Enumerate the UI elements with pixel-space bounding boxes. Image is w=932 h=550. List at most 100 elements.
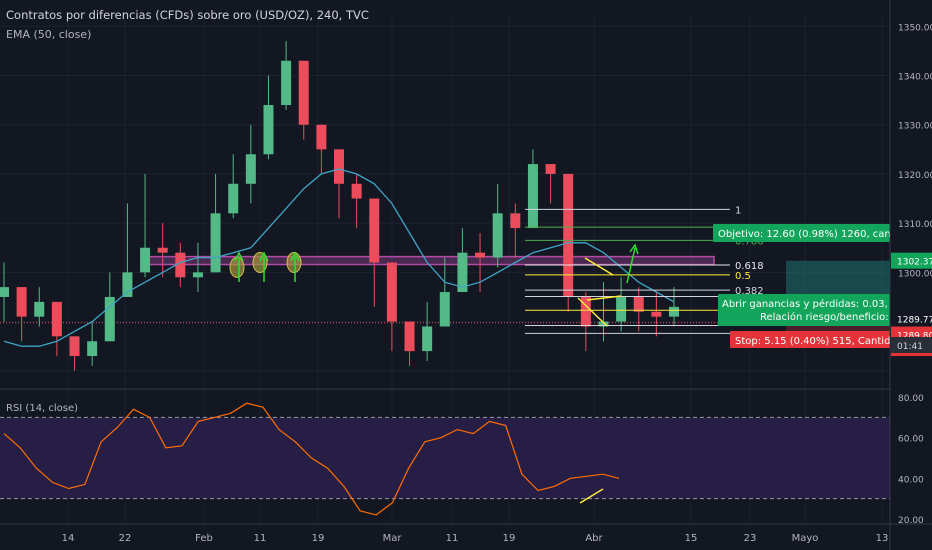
candle-body bbox=[69, 336, 80, 357]
time-tick: 15 bbox=[685, 533, 698, 544]
candle-body bbox=[457, 252, 468, 293]
target-price-tag-bg bbox=[891, 252, 932, 269]
breakout-arrow-shaft bbox=[626, 247, 636, 284]
rsi-line bbox=[3, 402, 620, 516]
rsi-band bbox=[0, 416, 890, 500]
candle-body bbox=[422, 326, 433, 352]
price-tick: 1340.00 bbox=[898, 73, 932, 83]
position-tool: Objetivo: 12.60 (0.98%) 1260, cantid Abri… bbox=[713, 224, 908, 349]
countdown-text: 01:41 bbox=[897, 342, 923, 352]
candle-body bbox=[527, 164, 538, 229]
green-arrow-head bbox=[259, 251, 269, 262]
candle-body bbox=[351, 183, 362, 199]
candle-body bbox=[545, 164, 556, 174]
time-tick: Feb bbox=[195, 533, 213, 544]
candle-body bbox=[580, 296, 591, 327]
candle-body bbox=[563, 173, 574, 297]
close-price-tag: 1289.77 bbox=[897, 316, 932, 326]
time-tick: 19 bbox=[312, 533, 325, 544]
price-tick: 1330.00 bbox=[898, 122, 932, 132]
fib-label: 0.382 bbox=[735, 286, 764, 297]
candle-body bbox=[492, 213, 503, 258]
time-tick: 14 bbox=[62, 533, 75, 544]
candle-body bbox=[157, 247, 168, 253]
candle-body bbox=[616, 296, 627, 322]
chart-title: Contratos por diferencias (CFDs) sobre o… bbox=[6, 8, 369, 22]
ema-path bbox=[3, 168, 675, 347]
fib-label: 0.618 bbox=[735, 261, 764, 272]
candle-body bbox=[369, 198, 380, 263]
ema-line bbox=[3, 168, 675, 347]
pattern-lines bbox=[577, 257, 622, 327]
time-tick: Mayo bbox=[792, 533, 819, 544]
rsi-trendline bbox=[579, 488, 604, 504]
candle-body bbox=[633, 296, 644, 312]
candle-body bbox=[104, 296, 115, 342]
rsi-legend: RSI (14, close) bbox=[6, 403, 78, 414]
target-text: Objetivo: 12.60 (0.98%) 1260, cantid bbox=[718, 229, 904, 240]
candle-body bbox=[16, 287, 27, 317]
candle-body bbox=[140, 247, 151, 273]
labels: Contratos por diferencias (CFDs) sobre o… bbox=[6, 8, 369, 414]
fib-label: 1 bbox=[735, 205, 741, 216]
candle-body bbox=[245, 154, 256, 184]
candle-body bbox=[87, 341, 98, 357]
candle-body bbox=[122, 272, 133, 297]
candle-body bbox=[263, 105, 274, 155]
time-tick: 22 bbox=[119, 533, 132, 544]
rr-text: Relación riesgo/beneficio: 2.4 bbox=[760, 311, 908, 323]
candle-body bbox=[510, 213, 521, 229]
fib-label: 0.5 bbox=[735, 271, 751, 282]
candle-body bbox=[281, 60, 292, 106]
candle-body bbox=[651, 311, 662, 317]
entry-price-tag: 1289.80 bbox=[897, 332, 932, 342]
close-price-tag-bg bbox=[891, 310, 932, 327]
ema-legend: EMA (50, close) bbox=[6, 28, 91, 41]
rsi-tick: 40.00 bbox=[898, 475, 924, 485]
time-tick: 19 bbox=[503, 533, 516, 544]
breakout-arrow-head bbox=[629, 243, 639, 255]
candle-body bbox=[598, 321, 609, 327]
time-tick: 13 bbox=[876, 533, 889, 544]
target-price-tag: 1302.37 bbox=[897, 258, 932, 268]
price-tick: 1310.00 bbox=[898, 220, 932, 230]
target-box bbox=[713, 224, 890, 242]
time-tick: 11 bbox=[446, 533, 459, 544]
rsi-path bbox=[3, 402, 620, 516]
annotations bbox=[229, 243, 639, 504]
rsi-tick: 20.00 bbox=[898, 516, 924, 526]
candle-body bbox=[228, 183, 239, 214]
candle-body bbox=[386, 262, 397, 322]
candle-body bbox=[475, 252, 486, 258]
pnl-box bbox=[718, 294, 890, 326]
candle-body bbox=[439, 292, 450, 327]
rsi-tick: 80.00 bbox=[898, 394, 924, 404]
time-tick: 23 bbox=[744, 533, 757, 544]
candle-body bbox=[34, 301, 45, 317]
time-tick: Abr bbox=[585, 533, 603, 544]
time-tick: 11 bbox=[254, 533, 267, 544]
green-arrow-head bbox=[290, 251, 300, 262]
countdown-bg bbox=[891, 337, 932, 353]
candle-body bbox=[0, 287, 9, 297]
candle-body bbox=[298, 60, 309, 125]
price-tick: 1320.00 bbox=[898, 171, 932, 181]
stop-box bbox=[730, 331, 890, 348]
stop-text: Stop: 5.15 (0.40%) 515, Cantidad bbox=[735, 336, 903, 347]
candle-body bbox=[316, 124, 327, 150]
candle-body bbox=[404, 321, 415, 352]
candle-body bbox=[192, 272, 203, 278]
pnl-text: Abrir ganancias y pérdidas: 0.03, Ca bbox=[722, 298, 904, 310]
rsi-tick: 60.00 bbox=[898, 435, 924, 445]
price-axis-bg bbox=[890, 0, 932, 550]
candle-body bbox=[669, 306, 679, 317]
candle-body bbox=[334, 149, 344, 184]
green-arrow-head bbox=[234, 251, 244, 262]
candles bbox=[0, 41, 679, 371]
price-tick: 1350.00 bbox=[898, 23, 932, 33]
candle-body bbox=[210, 213, 221, 273]
candle-body bbox=[175, 252, 186, 278]
candle-body bbox=[51, 301, 62, 337]
